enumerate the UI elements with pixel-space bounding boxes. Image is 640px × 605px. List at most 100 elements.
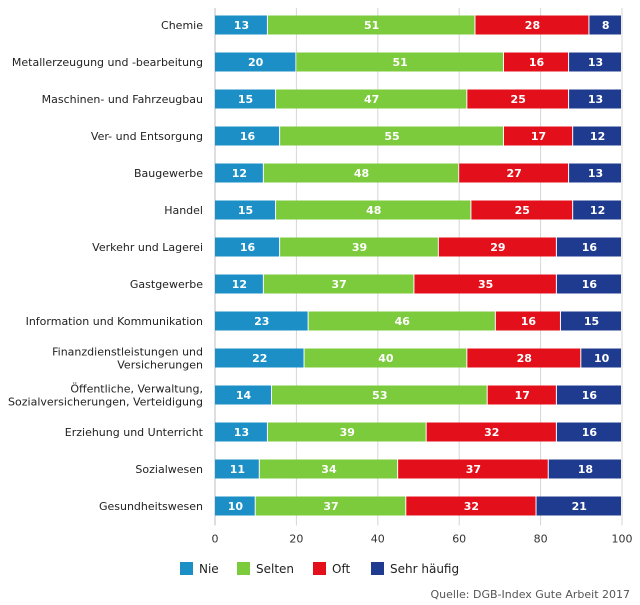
bar-segment xyxy=(569,52,621,72)
data-label: 15 xyxy=(584,315,599,328)
category-label: Finanzdienstleistungen und Versicherungen xyxy=(52,346,203,372)
bar-segment xyxy=(263,163,459,183)
bar-segment xyxy=(276,200,471,220)
bar-segment xyxy=(215,237,280,257)
bar-segment xyxy=(215,15,267,35)
bar-segment xyxy=(536,496,621,516)
data-label: 13 xyxy=(234,426,249,439)
category-label: Information und Kommunikation xyxy=(26,315,203,328)
bar-segment xyxy=(414,274,556,294)
bar-segment xyxy=(271,385,487,405)
legend-swatch xyxy=(180,562,193,575)
category-label: Verkehr und Lagerei xyxy=(92,241,203,254)
data-label: 39 xyxy=(352,241,367,254)
legend-label: Sehr häufig xyxy=(390,562,459,576)
data-label: 51 xyxy=(393,56,408,69)
category-label: Erziehung und Unterricht xyxy=(65,426,204,439)
category-label: Metallerzeugung und -bearbeitung xyxy=(12,56,203,69)
data-label: 25 xyxy=(511,93,526,106)
data-label: 16 xyxy=(582,389,598,402)
data-label: 15 xyxy=(238,93,253,106)
bar-segment xyxy=(215,385,271,405)
bar-segment xyxy=(406,496,536,516)
bar-segment xyxy=(215,200,276,220)
data-label: 37 xyxy=(331,278,346,291)
data-label: 11 xyxy=(230,463,245,476)
bar-segment xyxy=(573,126,621,146)
category-label: Sozialwesen xyxy=(135,463,203,476)
bar-segment xyxy=(267,15,475,35)
bar-segment xyxy=(426,422,556,442)
legend-swatch xyxy=(237,562,250,575)
data-label: 32 xyxy=(484,426,499,439)
data-label: 51 xyxy=(364,19,379,32)
data-label: 13 xyxy=(588,56,603,69)
data-label: 17 xyxy=(531,130,546,143)
x-tick-label: 40 xyxy=(371,533,385,546)
bar-segment xyxy=(304,348,467,368)
data-label: 10 xyxy=(594,352,610,365)
bar-segment xyxy=(398,459,548,479)
data-label: 13 xyxy=(234,19,249,32)
data-label: 15 xyxy=(238,204,253,217)
category-label: Baugewerbe xyxy=(134,167,203,180)
bar-segment xyxy=(560,311,621,331)
category-label: Maschinen- und Fahrzeugbau xyxy=(42,93,203,106)
bar-segment xyxy=(581,348,621,368)
data-label: 12 xyxy=(590,204,605,217)
data-label: 29 xyxy=(490,241,505,254)
data-label: 48 xyxy=(354,167,369,180)
bar-segment xyxy=(573,200,621,220)
data-label: 16 xyxy=(240,241,256,254)
data-label: 16 xyxy=(582,426,598,439)
data-label: 22 xyxy=(252,352,267,365)
data-label: 16 xyxy=(582,278,598,291)
bar-segment xyxy=(215,163,263,183)
bar-segment xyxy=(280,126,503,146)
bar-segment xyxy=(215,311,308,331)
data-label: 20 xyxy=(248,56,264,69)
data-label: 10 xyxy=(228,500,244,513)
bar-segment xyxy=(556,385,621,405)
data-label: 37 xyxy=(323,500,338,513)
data-label: 32 xyxy=(464,500,479,513)
bar-segment xyxy=(280,237,438,257)
bar-segment xyxy=(296,52,503,72)
legend-label: Nie xyxy=(199,562,219,576)
data-label: 47 xyxy=(364,93,379,106)
data-label: 55 xyxy=(384,130,399,143)
category-label: Chemie xyxy=(161,19,203,32)
x-tick-label: 20 xyxy=(289,533,303,546)
x-tick-label: 0 xyxy=(212,533,219,546)
bar-segment xyxy=(215,274,263,294)
data-label: 40 xyxy=(378,352,394,365)
bar-segment xyxy=(215,126,280,146)
bar-segment xyxy=(589,15,621,35)
data-label: 16 xyxy=(582,241,598,254)
category-label: Handel xyxy=(164,204,203,217)
data-label: 53 xyxy=(372,389,387,402)
data-label: 16 xyxy=(240,130,256,143)
bar-segment xyxy=(215,348,304,368)
data-label: 28 xyxy=(525,19,540,32)
bar-segment xyxy=(487,385,556,405)
bar-segment xyxy=(438,237,556,257)
data-label: 39 xyxy=(340,426,355,439)
bar-segment xyxy=(267,422,426,442)
bar-segment xyxy=(215,459,259,479)
bar-segment xyxy=(503,126,573,146)
data-label: 28 xyxy=(517,352,532,365)
x-tick-label: 60 xyxy=(452,533,466,546)
bar-segment xyxy=(569,89,621,109)
bar-segment xyxy=(459,163,569,183)
bar-segment xyxy=(215,422,267,442)
data-label: 46 xyxy=(395,315,411,328)
data-label: 25 xyxy=(515,204,530,217)
data-label: 12 xyxy=(590,130,605,143)
data-label: 12 xyxy=(232,278,247,291)
data-label: 37 xyxy=(466,463,481,476)
data-label: 16 xyxy=(529,56,545,69)
legend-label: Selten xyxy=(256,562,294,576)
bar-segment xyxy=(471,200,573,220)
